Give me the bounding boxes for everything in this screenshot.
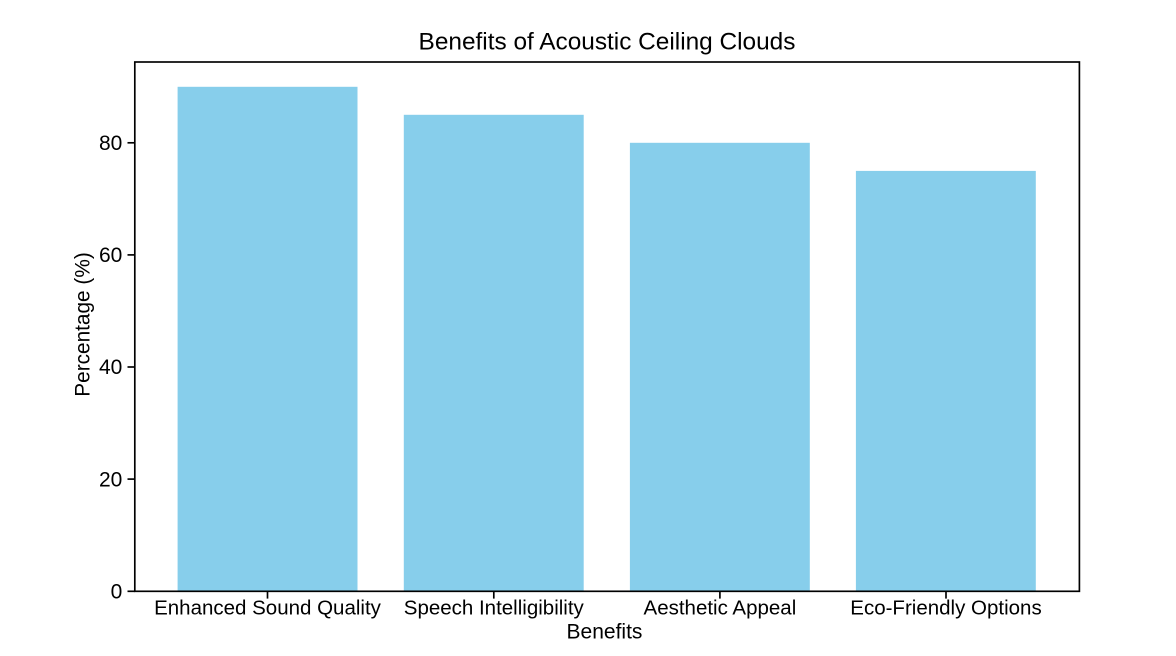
svg-text:Eco-Friendly Options: Eco-Friendly Options [850,596,1041,619]
svg-text:40: 40 [99,356,122,379]
svg-text:80: 80 [99,132,122,155]
svg-text:Enhanced Sound Quality: Enhanced Sound Quality [154,596,382,619]
svg-text:Speech Intelligibility: Speech Intelligibility [404,596,585,619]
svg-text:Aesthetic Appeal: Aesthetic Appeal [644,596,797,619]
svg-text:Percentage (%): Percentage (%) [72,252,95,397]
svg-text:20: 20 [99,468,122,491]
svg-text:Benefits: Benefits [567,621,643,644]
svg-text:60: 60 [99,244,122,267]
svg-text:0: 0 [111,580,123,603]
svg-text:Benefits of Acoustic Ceiling C: Benefits of Acoustic Ceiling Clouds [419,29,796,56]
